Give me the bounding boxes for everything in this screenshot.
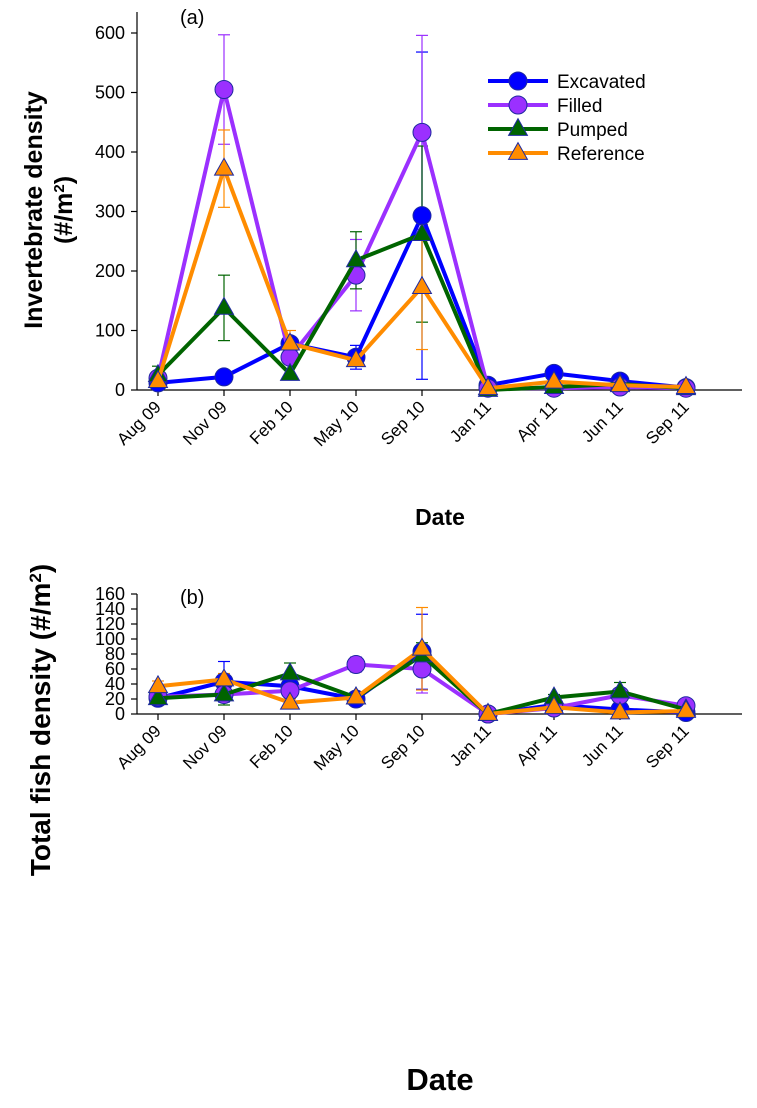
legend-label: Pumped (557, 120, 628, 141)
panel-b-y-tick-label: 160 (95, 584, 125, 604)
panel-a-x-axis-title: Date (415, 504, 465, 530)
panel-b-x-tick-label: Apr 11 (513, 721, 561, 769)
legend-label: Excavated (557, 72, 646, 93)
panel-b-point-reference (411, 637, 433, 656)
panel-a: (a) Invertebrate density (#/m2) 0 100 200 3… (20, 7, 742, 530)
panel-a-series (147, 34, 697, 398)
panel-a-x-tick-label: Sep 10 (377, 397, 429, 449)
panel-a-y-tick-label: 300 (95, 202, 125, 222)
legend-item-excavated: Excavated (488, 71, 646, 93)
panel-a-point-pumped (213, 296, 235, 315)
panel-b-x-ticks: Aug 09 Nov 09 Feb 10 May 10 Sep 10 Jan 11 Apr … (113, 714, 693, 774)
panel-b-y-tick-label: 80 (105, 644, 125, 664)
panel-a-series-reference (147, 157, 697, 396)
panel-a-point-reference (411, 275, 433, 294)
panel-a-ylabel-main: Invertebrate density (20, 91, 48, 329)
panel-b-point-filled (346, 655, 366, 674)
panel-b-x-tick-label: Jan 11 (446, 721, 495, 770)
panel-b-x-tick-label: Aug 09 (113, 721, 165, 773)
legend-label: Reference (557, 144, 645, 165)
panel-a-point-reference (609, 373, 631, 393)
panel-b-y-tick-label: 40 (105, 674, 125, 694)
panel-b: (b) Total fish density (#/m2) 0204060801… (25, 564, 742, 1097)
panel-b-label: (b) (180, 587, 204, 609)
panel-b-point-reference (279, 691, 301, 710)
panel-a-y-tick-label: 500 (95, 83, 125, 103)
legend-item-reference: Reference (488, 141, 645, 165)
panel-b-point-reference (675, 699, 697, 718)
panel-a-point-reference (477, 376, 499, 396)
panel-b-x-tick-label: Sep 10 (377, 721, 429, 773)
panel-b-y-tick-label: 60 (105, 659, 125, 679)
legend-marker (507, 117, 529, 136)
panel-b-x-tick-label: Feb 10 (246, 721, 297, 772)
panel-a-y-tick-label: 100 (95, 321, 125, 341)
panel-a-x-tick-label: Aug 09 (113, 397, 165, 449)
panel-a-x-tick-label: Feb 10 (246, 397, 297, 448)
panel-b-point-reference (345, 686, 367, 705)
panel-a-label: (a) (180, 7, 204, 29)
panel-b-x-tick-label: Nov 09 (179, 721, 231, 773)
panel-b-point-reference (543, 695, 565, 715)
panel-a-y-ticks: 0 100 200 300 400 500 600 (95, 23, 137, 400)
panel-b-y-tick-label: 0 (115, 704, 125, 724)
panel-b-y-tick-label: 140 (95, 599, 125, 619)
panel-b-series (147, 606, 697, 724)
panel-a-axes (136, 12, 742, 391)
legend-marker (507, 141, 529, 160)
panel-a-x-tick-label: Sep 11 (642, 397, 693, 448)
panel-b-point-pumped (609, 680, 631, 699)
panel-a-point-pumped (279, 362, 301, 381)
panel-b-point-pumped (279, 662, 301, 681)
panel-b-point-pumped (147, 686, 169, 706)
legend-item-pumped: Pumped (488, 117, 628, 141)
panel-a-y-tick-label: 0 (115, 380, 125, 400)
panel-a-x-ticks: Aug 09 Nov 09 Feb 10 May 10 Sep 10 Jan 11 Apr … (113, 390, 693, 450)
panel-b-x-tick-label: Sep 11 (642, 721, 693, 772)
panel-a-point-reference (213, 157, 235, 176)
panel-a-point-pumped (345, 248, 367, 268)
panel-b-point-reference (477, 702, 499, 721)
panel-a-point-filled (412, 122, 432, 142)
panel-b-y-axis-title: Total fish density (#/m2) (25, 564, 56, 876)
panel-b-y-tick-label: 100 (95, 629, 125, 649)
panel-a-legend: Excavated Filled Pumped Reference (488, 71, 646, 165)
panel-a-ylabel-unit: (#/m2) (50, 176, 78, 244)
panel-a-point-reference (147, 369, 169, 388)
panel-a-x-tick-label: May 10 (310, 397, 363, 450)
panel-a-y-tick-label: 400 (95, 142, 125, 162)
panel-b-point-reference (213, 668, 235, 687)
panel-a-point-excavated (214, 367, 234, 387)
panel-b-point-reference (609, 701, 631, 720)
panel-b-x-axis-title: Date (406, 1062, 473, 1097)
panel-a-x-tick-label: Apr 11 (513, 397, 561, 445)
panel-b-y-tick-label: 120 (95, 614, 125, 634)
panel-b-x-tick-label: May 10 (310, 721, 363, 774)
panel-b-x-tick-label: Jun 11 (578, 721, 627, 770)
legend-item-filled: Filled (488, 95, 602, 117)
legend-marker (508, 71, 528, 91)
panel-b-point-reference (147, 674, 169, 694)
panel-b-point-pumped (213, 683, 235, 702)
panel-a-x-tick-label: Nov 09 (179, 397, 231, 449)
panel-a-point-filled (214, 80, 234, 100)
panel-a-y-tick-label: 200 (95, 261, 125, 281)
panel-a-point-reference (345, 348, 367, 368)
legend-marker (508, 95, 528, 115)
panel-a-point-reference (543, 370, 565, 389)
panel-a-x-tick-label: Jan 11 (446, 397, 495, 446)
panel-a-point-excavated (412, 206, 432, 226)
panel-a-point-reference (675, 375, 697, 394)
panel-b-series-reference (147, 637, 697, 721)
panel-a-point-pumped (411, 222, 433, 242)
panel-a-x-tick-label: Jun 11 (578, 397, 627, 446)
panel-a-y-tick-label: 600 (95, 23, 125, 43)
panel-a-point-reference (279, 332, 301, 351)
panel-b-y-tick-label: 20 (105, 689, 125, 709)
legend-label: Filled (557, 96, 602, 117)
panel-a-y-axis-title: Invertebrate density (#/m2) (20, 91, 78, 329)
